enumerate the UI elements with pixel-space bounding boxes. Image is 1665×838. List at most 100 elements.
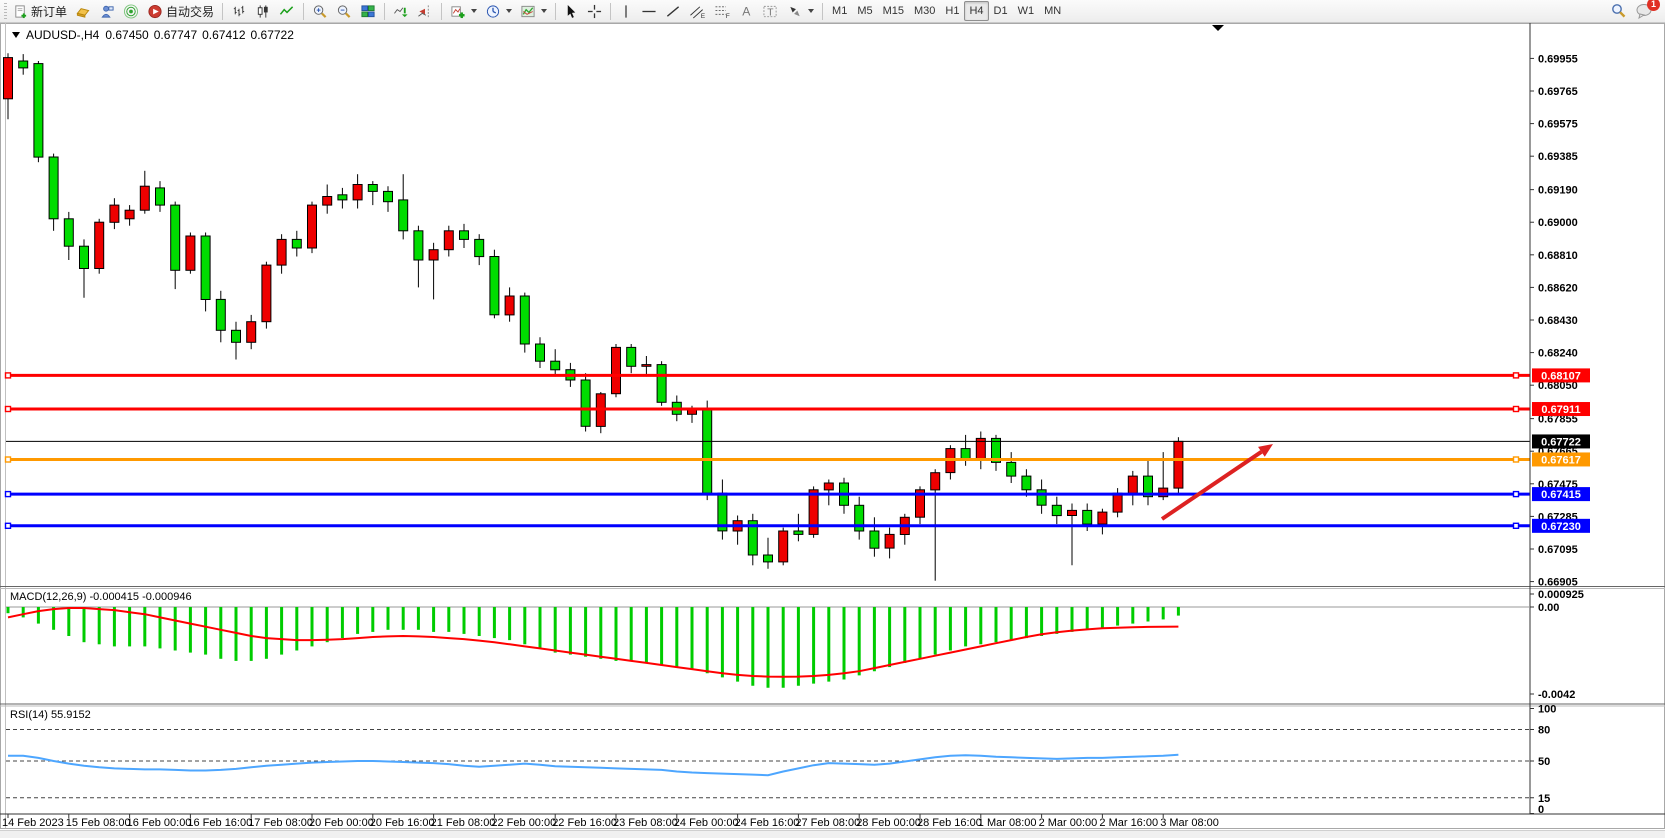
scroll-position-icon[interactable] [1212,25,1224,31]
candle [778,527,789,566]
periods-button[interactable] [481,1,516,21]
signals-button[interactable] [119,1,143,21]
horizontal-line-object[interactable] [4,456,1531,463]
gold-box-button[interactable] [71,1,95,21]
chart-window[interactable]: 0.69955 0.69765 0.69575 0.69385 0.69190 0.690… [0,23,1665,830]
line-endpoint-marker[interactable] [4,372,12,379]
autotrading-button[interactable]: 自动交易 [143,1,218,21]
candle [1051,496,1062,525]
line-endpoint-marker[interactable] [4,456,12,463]
timeframe-button-D1[interactable]: D1 [989,1,1013,21]
line-endpoint-marker[interactable] [1512,456,1520,463]
text-label-button[interactable]: T [758,1,783,21]
periods-icon [485,4,501,19]
timeframe-button-W1[interactable]: W1 [1013,1,1040,21]
timeframe-button-M15[interactable]: M15 [878,1,909,21]
zoom-out-button[interactable] [332,1,356,21]
chart-shift-button[interactable] [413,1,437,21]
new-order-label: 新订单 [31,4,68,19]
candle [170,201,181,290]
line-endpoint-marker[interactable] [1512,522,1520,529]
candle [823,479,834,506]
equidistant-channel-button[interactable]: E [685,1,710,21]
candle [747,513,758,566]
new-order-button[interactable]: 新订单 [9,1,71,21]
search-button[interactable] [1606,1,1631,21]
crosshair-button[interactable] [583,1,606,21]
horizontal-line-object[interactable] [4,405,1531,413]
price-tick-label: 0.69000 [1538,217,1578,229]
candle [504,287,515,322]
candlestick-chart-icon [255,4,271,19]
trend-arrow-object[interactable] [1160,444,1273,521]
templates-button[interactable] [516,1,551,21]
text-button[interactable]: A [735,1,758,21]
chart-shift-icon [417,4,433,19]
chart-dropdown-icon[interactable] [12,32,20,38]
vertical-line-button[interactable] [615,1,637,21]
line-endpoint-marker[interactable] [4,490,12,498]
candle [656,361,667,406]
expert-advisor-icon [99,4,115,19]
candle [3,53,13,120]
line-chart-button[interactable] [275,1,299,21]
horizontal-line-object[interactable] [4,490,1531,498]
timeframe-button-M5[interactable]: M5 [852,1,877,21]
timeframe-button-H4[interactable]: H4 [964,1,989,21]
candles-series [3,53,1184,581]
candle [1006,452,1017,483]
crosshair-icon [587,4,602,19]
rsi-tick-label: 50 [1538,756,1550,768]
ohlc-high: 0.67747 [153,28,198,42]
candle [519,292,530,353]
timeframe-button-M30[interactable]: M30 [909,1,940,21]
timeframe-button-H1[interactable]: H1 [940,1,964,21]
line-endpoint-marker[interactable] [1512,372,1520,379]
horizontal-line-object[interactable] [4,372,1531,379]
candle [869,517,880,557]
bar-chart-button[interactable] [227,1,251,21]
price-tick-label: 0.68620 [1538,282,1578,294]
toolbar-separator [384,2,386,20]
rsi-tick-label: 80 [1538,725,1550,737]
candle [474,234,485,266]
candlestick-chart-button[interactable] [251,1,275,21]
horizontal-line-button[interactable] [637,1,661,21]
toolbar-drag-handle[interactable] [4,3,7,19]
candle [626,344,637,374]
ohlc-open: 0.67450 [105,28,149,42]
auto-scroll-button[interactable] [389,1,413,21]
rsi-name: RSI(14) [10,709,48,721]
price-chart-canvas[interactable]: 0.69955 0.69765 0.69575 0.69385 0.69190 0.690… [0,23,1665,830]
tile-windows-button[interactable] [356,1,380,21]
indicators-button[interactable] [446,1,481,21]
fibonacci-button[interactable]: F [710,1,735,21]
line-endpoint-marker[interactable] [1512,405,1520,413]
candle [580,373,591,432]
rsi-line [8,753,1179,777]
trendline-button[interactable] [661,1,685,21]
candle [124,205,135,226]
expert-advisor-button[interactable] [95,1,119,21]
candle [535,337,545,368]
line-endpoint-marker[interactable] [4,522,12,529]
candle [443,225,454,257]
price-badge: 0.67911 [1532,402,1590,417]
zoom-in-button[interactable] [308,1,332,21]
candle [793,513,804,542]
horizontal-line-object[interactable] [4,522,1531,529]
candle [428,242,439,300]
ohlc-close: 0.67722 [250,28,294,42]
line-endpoint-marker[interactable] [4,405,12,413]
timeframe-button-MN[interactable]: MN [1039,1,1066,21]
time-tick-label: 1 Mar 08:00 [978,817,1037,829]
notifications-button[interactable]: 1 [1631,0,1660,21]
price-tick-label: 0.68240 [1538,348,1578,360]
dropdown-arrow-icon [506,9,513,13]
toolbar-separator [555,2,557,20]
arrows-button[interactable] [783,1,818,21]
line-endpoint-marker[interactable] [1512,490,1520,498]
timeframe-button-M1[interactable]: M1 [827,1,852,21]
cursor-button[interactable] [560,1,583,21]
